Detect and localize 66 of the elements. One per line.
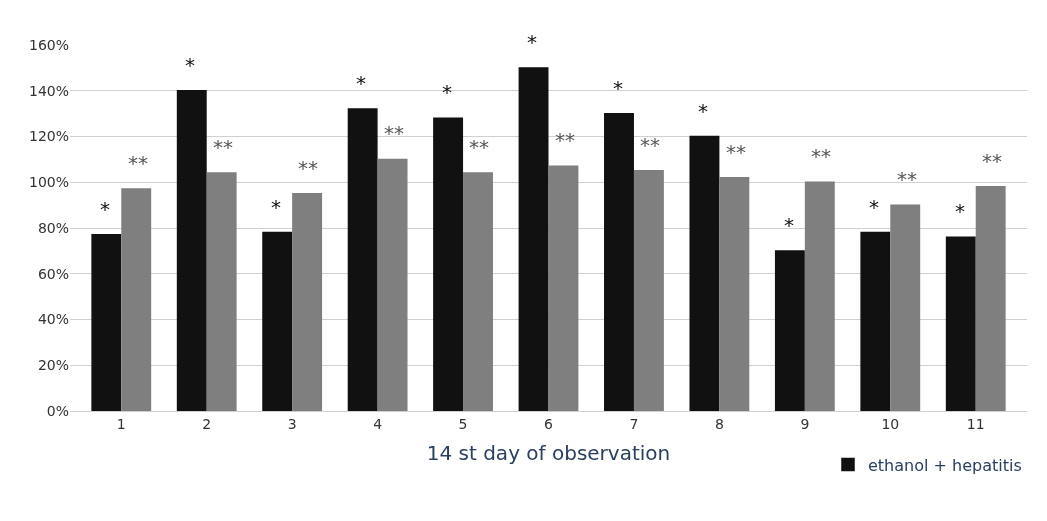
annotation: ** — [726, 140, 746, 164]
annotation: ** — [298, 156, 318, 180]
y-tick-label: 40% — [37, 311, 69, 328]
annotation: * — [698, 99, 708, 123]
x-tick-label: 11 — [966, 415, 985, 432]
x-tick-label: 4 — [373, 415, 383, 432]
bar — [945, 236, 976, 411]
y-tick-label: 140% — [28, 82, 69, 99]
annotation: * — [784, 213, 794, 237]
y-tick-label: 120% — [28, 128, 69, 145]
bar — [774, 250, 805, 411]
annotation: * — [356, 71, 366, 95]
x-tick-label: 7 — [629, 415, 639, 432]
bar — [377, 158, 408, 411]
bar — [262, 231, 293, 411]
y-tick-label: 20% — [37, 357, 69, 374]
y-tick-label: 160% — [28, 36, 69, 53]
bar — [121, 188, 152, 411]
annotation: ** — [897, 167, 917, 191]
annotation: * — [185, 53, 195, 77]
bar — [804, 181, 835, 411]
annotation: ** — [640, 133, 660, 157]
bar — [463, 172, 493, 411]
x-axis-title: 14 st day of observation — [426, 441, 671, 466]
bar — [433, 117, 464, 411]
x-tick-label: 2 — [202, 415, 212, 432]
y-tick-label: 0% — [46, 402, 69, 419]
bar — [176, 90, 207, 411]
bar — [689, 135, 720, 411]
x-tick-label: 8 — [714, 415, 724, 432]
x-tick-label: 1 — [116, 415, 126, 432]
annotation: ** — [384, 121, 404, 145]
bar — [548, 165, 579, 411]
bar — [633, 170, 664, 411]
legend-label: ethanol + hepatitis — [868, 455, 1022, 475]
annotation: * — [613, 76, 623, 100]
annotation: ** — [982, 149, 1002, 173]
annotation: * — [869, 195, 879, 219]
x-tick-label: 5 — [458, 415, 468, 432]
x-tick-label: 6 — [544, 415, 554, 432]
y-tick-label: 60% — [37, 265, 69, 282]
annotation: * — [442, 80, 452, 104]
bar — [604, 112, 634, 411]
bar — [347, 108, 378, 411]
bar — [91, 234, 122, 411]
annotation: * — [955, 199, 965, 223]
annotation: ** — [469, 135, 489, 159]
x-tick-label: 3 — [287, 415, 297, 432]
y-tick-label: 80% — [37, 219, 69, 236]
y-tick-label: 100% — [28, 174, 69, 191]
x-tick-label: 9 — [800, 415, 810, 432]
annotation: ** — [213, 135, 233, 159]
bar — [975, 186, 1006, 411]
bar — [860, 231, 891, 411]
bar — [292, 192, 323, 411]
annotation: * — [271, 195, 281, 219]
x-tick-label: 10 — [881, 415, 900, 432]
annotation: * — [100, 197, 110, 221]
annotation: ** — [128, 151, 148, 175]
bar — [206, 172, 237, 411]
bar — [518, 67, 549, 411]
annotation: ** — [555, 128, 575, 152]
annotation: ** — [811, 144, 831, 168]
annotation: * — [527, 30, 537, 54]
bar — [890, 204, 921, 411]
bar — [719, 176, 750, 411]
